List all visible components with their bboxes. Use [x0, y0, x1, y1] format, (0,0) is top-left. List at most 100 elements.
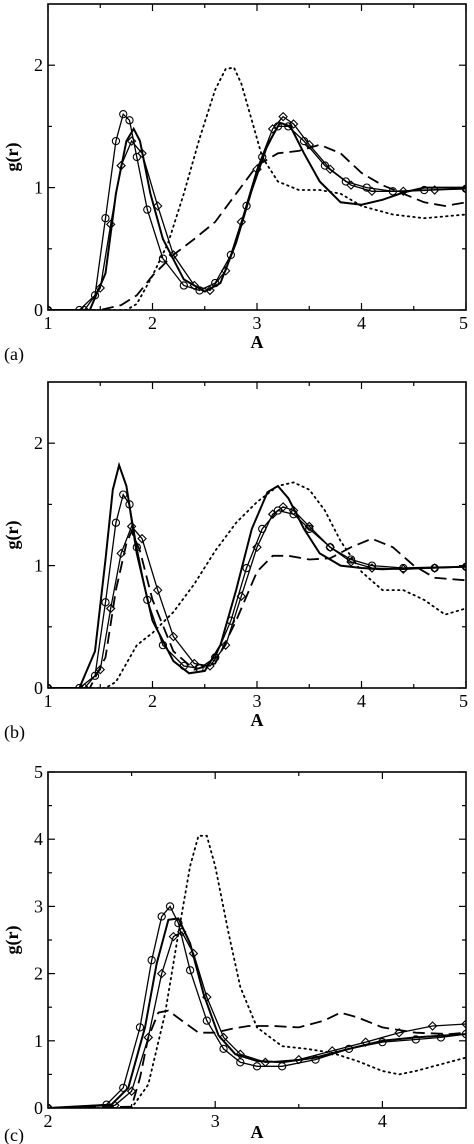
- panel-a-circle-point: [132, 152, 141, 162]
- panel-a-diamond-point: [346, 180, 356, 190]
- panel-b-dashed-line: [48, 529, 466, 688]
- panel-a-diamond-point: [429, 185, 440, 195]
- panel-a-dashed-line: [48, 143, 466, 310]
- panel-a-diamond-point: [278, 111, 288, 122]
- panel-c-circle-point: [185, 966, 195, 975]
- panel-c-series: [48, 834, 466, 1108]
- panel-b-x-tick-label: 4: [357, 691, 366, 711]
- panel-b-diamond-point: [48, 683, 53, 688]
- panel-b-x-axis-title: A: [251, 710, 264, 730]
- panel-c-diamond-point: [394, 1027, 404, 1038]
- panel-c-circle-point: [119, 1083, 128, 1092]
- panel-c-diamond-point: [327, 1046, 338, 1056]
- panel-c-x-tick-label: 2: [44, 1111, 53, 1131]
- panel-b-diamond-point: [220, 640, 231, 650]
- panel-a-circle-point: [125, 116, 134, 125]
- panel-c-y-tick-label: 0: [34, 1098, 43, 1118]
- panel-b-dotted-line: [48, 481, 466, 688]
- panel-b-diamond-point: [95, 664, 106, 675]
- panel-c-circle-point: [147, 956, 156, 965]
- panel-b-circle-point: [75, 683, 84, 688]
- panel-a-circle-point: [362, 183, 371, 192]
- panel-b-diamond-point: [304, 521, 315, 532]
- panel-b-y-tick-label: 0: [34, 678, 43, 698]
- panel-b-diamond-point: [267, 509, 278, 519]
- panel-c-x-tick-label: 4: [378, 1111, 387, 1131]
- panel-b-series: [48, 461, 466, 688]
- panel-c-circle-point: [157, 912, 166, 921]
- panel-a-diamond-point: [137, 148, 147, 159]
- panel-c-solid-circles-line: [48, 905, 466, 1108]
- panel-c-dotted-line: [48, 834, 466, 1108]
- panel-b-diamond-point: [137, 533, 147, 544]
- panel-c-diamond-point: [126, 1086, 137, 1096]
- panel-b-diamond-point: [325, 542, 335, 553]
- panel-b-x-tick-label: 5: [459, 691, 468, 711]
- panel-a-diamond-point: [95, 283, 106, 293]
- panel-b-diamond-point: [288, 505, 299, 516]
- panel-c-dashed-line: [48, 1009, 466, 1108]
- panel-c-diamond-point: [48, 1103, 53, 1108]
- panel-c-diamond-point: [168, 931, 179, 942]
- panel-b-diamond-point: [168, 631, 179, 642]
- panel-a-series: [48, 66, 466, 310]
- panel-a-diamond-point: [398, 186, 409, 197]
- panel-b-circle-point: [273, 506, 283, 515]
- panel-a-y-tick-label: 0: [34, 300, 43, 320]
- panel-a-y-tick-label: 1: [34, 178, 43, 198]
- panel-c-y-tick-label: 3: [34, 896, 43, 916]
- panel-c-y-tick-label: 5: [34, 762, 43, 782]
- panel-a-circle-point: [111, 136, 121, 146]
- panel-a-circle-point: [179, 281, 188, 290]
- panel-b-diamond-point: [278, 502, 288, 512]
- panel-a-diamond-point: [325, 164, 335, 175]
- panel-b-diamond-point: [252, 542, 262, 553]
- panel-c-y-axis-title: g(r): [2, 926, 23, 955]
- panel-a-diamond-point: [79, 305, 90, 310]
- panel-c-circle-point: [165, 902, 175, 911]
- panel-a-diamond-point: [367, 186, 377, 197]
- panel-a-dotted-line: [48, 66, 466, 310]
- panel-c-circle-point: [202, 1016, 211, 1025]
- panel-b-y-tick-label: 2: [34, 433, 43, 453]
- panel-b-x-tick-label: 3: [253, 691, 262, 711]
- panel-b-solid-circles-line: [48, 492, 466, 688]
- panel-c-solid-line: [48, 917, 466, 1108]
- panel-a-diamond-point: [205, 285, 215, 296]
- panel-a-x-tick-label: 1: [44, 313, 53, 333]
- panel-a-circle-point: [143, 205, 152, 214]
- panel-b-circle-point: [305, 524, 314, 534]
- panel-b-y-tick-label: 1: [34, 556, 43, 576]
- panel-a-x-tick-label: 4: [357, 313, 366, 333]
- panel-c-y-tick-label: 4: [34, 829, 43, 849]
- panel-c-y-tick-label: 1: [34, 1031, 43, 1051]
- panel-a-diamond-point: [48, 305, 53, 310]
- panel-b-diamond-point: [236, 591, 247, 601]
- panel-b-circle-point: [101, 598, 110, 607]
- panel-b-diamond-point: [189, 658, 200, 669]
- panel-b-diamond-point: [79, 683, 90, 688]
- panel-c-x-axis-title: A: [251, 1122, 264, 1142]
- panel-c-diamond-point: [461, 1019, 466, 1029]
- panel-c-diamond-point: [235, 1049, 246, 1060]
- panel-b-y-axis-title: g(r): [2, 521, 23, 550]
- panel-a-diamond-point: [267, 124, 278, 134]
- panel-c-diamond-point: [360, 1037, 371, 1047]
- panel-c-solid-diamonds-line: [48, 931, 466, 1108]
- panel-a-diamond-point: [288, 119, 299, 129]
- panel-b-diamond-point: [152, 585, 163, 595]
- panel-b-circle-point: [90, 671, 100, 680]
- panel-a-diamond-point: [152, 201, 163, 211]
- panel-b-x-tick-label: 2: [148, 691, 157, 711]
- panel-c-diamond-point: [427, 1021, 438, 1031]
- panel-a-diamond-point: [220, 266, 231, 276]
- panel-b-solid-line: [48, 461, 466, 688]
- panel-a-circle-point: [119, 110, 128, 119]
- panel-a-x-axis-title: A: [251, 332, 264, 352]
- panel-b-diamond-point: [367, 563, 377, 573]
